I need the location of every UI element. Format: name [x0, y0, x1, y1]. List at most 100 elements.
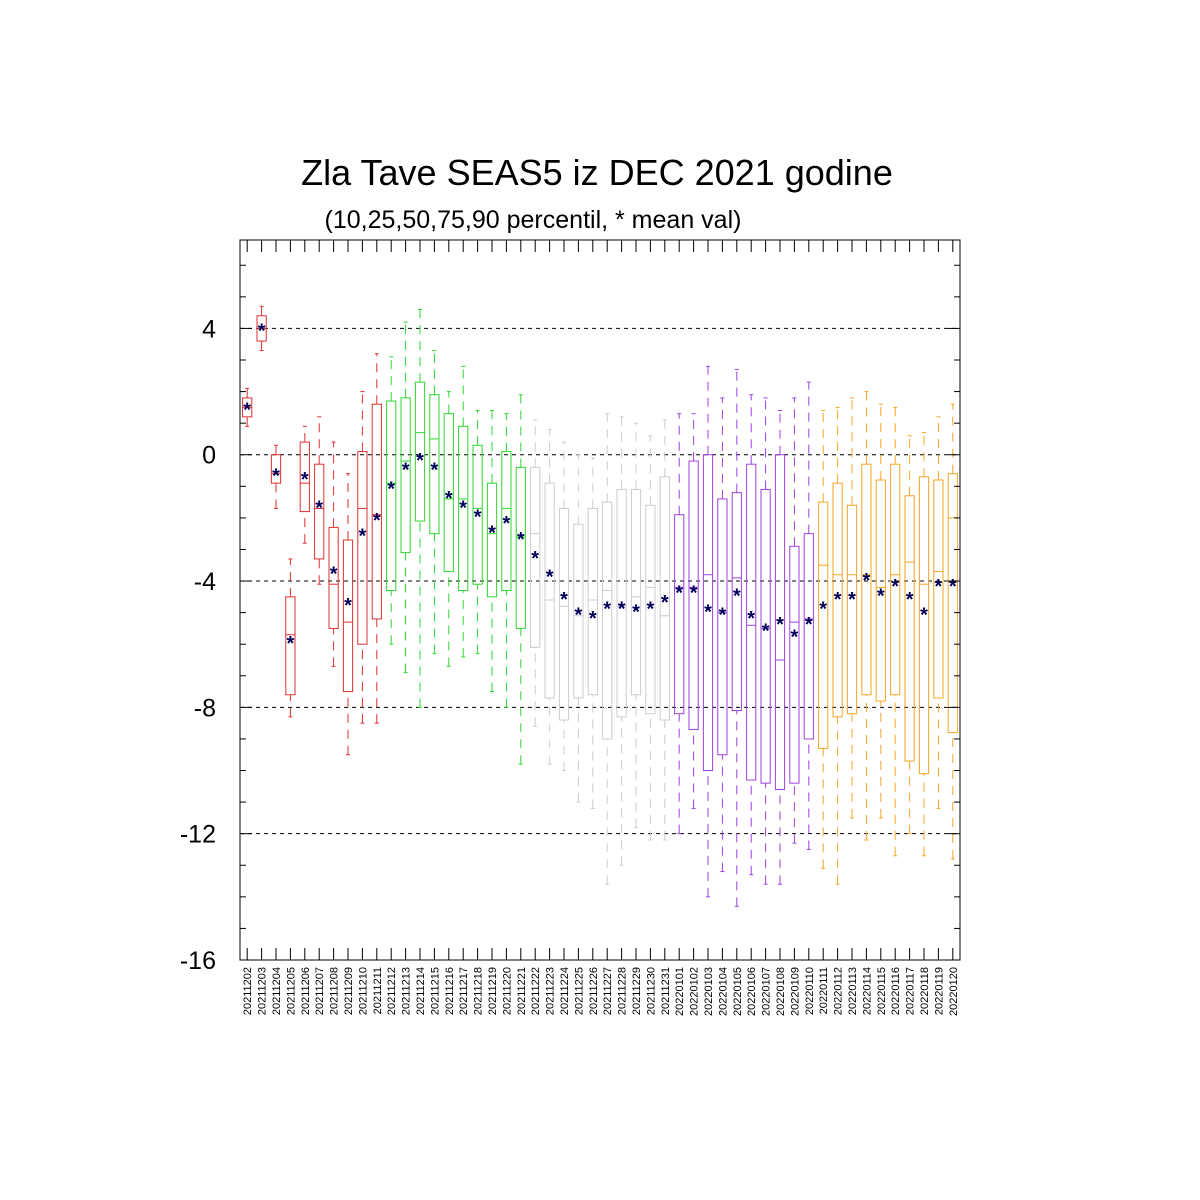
mean-marker: *: [733, 586, 741, 608]
iqr-box: [645, 504, 656, 715]
box-plot: *: [717, 397, 728, 873]
chart-title: Zla Tave SEAS5 iz DEC 2021 godine: [301, 152, 893, 193]
box-plot: *: [818, 410, 829, 869]
box-plot: *: [544, 428, 555, 765]
iqr-box: [803, 533, 814, 740]
y-tick-label: -4: [194, 568, 216, 596]
x-tick-label: 20211219: [487, 967, 499, 1015]
mean-marker: *: [618, 598, 626, 620]
box-plot: *: [386, 356, 397, 645]
mean-marker: *: [690, 583, 698, 605]
iqr-box: [472, 444, 483, 585]
iqr-box: [832, 482, 843, 718]
mean-marker: *: [531, 548, 539, 570]
mean-marker: *: [891, 576, 899, 598]
iqr-box: [774, 454, 786, 790]
x-tick-label: 20220103: [703, 967, 715, 1016]
x-tick-label: 20211211: [372, 967, 384, 1014]
box-plot: *: [357, 391, 368, 724]
x-tick-label: 20211202: [242, 967, 254, 1015]
x-tick-label: 20220102: [689, 967, 701, 1016]
x-tick-label: 20211227: [602, 967, 614, 1015]
iqr-box: [616, 488, 627, 718]
chart-subtitle: (10,25,50,75,90 percentil, * mean val): [325, 206, 742, 234]
iqr-box: [544, 482, 555, 699]
iqr-box: [587, 507, 598, 696]
iqr-box: [947, 473, 958, 734]
iqr-box: [443, 413, 454, 573]
box-plot: *: [861, 391, 872, 841]
box-plot: *: [702, 365, 714, 898]
box-plot: *: [674, 413, 685, 835]
mean-marker: *: [589, 608, 597, 630]
iqr-box: [515, 466, 526, 629]
x-tick-label: 20211223: [545, 967, 557, 1015]
x-tick-label: 20220113: [847, 967, 859, 1015]
box-plot: *: [400, 321, 411, 674]
mean-marker: *: [575, 605, 583, 627]
x-tick-label: 20220108: [775, 967, 787, 1016]
iqr-box: [731, 492, 742, 712]
x-tick-label: 20211206: [300, 967, 312, 1015]
box-plot: *: [731, 368, 742, 907]
y-tick-label: 0: [202, 442, 216, 470]
x-tick-label: 20220111: [818, 967, 830, 1014]
mean-marker: *: [776, 614, 784, 636]
box-plot: *: [486, 410, 498, 693]
mean-marker: *: [661, 592, 669, 614]
y-tick-label: -12: [180, 821, 216, 849]
box-plot: *: [933, 416, 944, 809]
x-tick-label: 20220105: [732, 967, 744, 1016]
iqr-box: [357, 451, 368, 645]
iqr-box: [890, 463, 901, 696]
x-tick-label: 20211221: [516, 967, 528, 1015]
box-plot: *: [515, 394, 526, 765]
axes: 4 0 -4 -8 -12 -16: [180, 239, 961, 975]
x-tick-label: 20220119: [933, 967, 945, 1015]
box-plot: *: [371, 353, 382, 724]
iqr-box: [400, 397, 411, 554]
x-tick-label: 20211230: [645, 967, 657, 1015]
mean-marker: *: [560, 589, 568, 611]
x-tick-label: 20211224: [559, 967, 571, 1015]
x-tick-label: 20211208: [329, 967, 341, 1015]
mean-marker: *: [488, 523, 496, 545]
y-tick-label: -16: [180, 947, 216, 975]
mean-marker: *: [373, 510, 381, 532]
box-plot: *: [299, 425, 310, 544]
box-plot: *: [429, 350, 440, 655]
x-tick-label: 20211209: [343, 967, 355, 1015]
iqr-box: [602, 501, 613, 740]
mean-marker: *: [805, 614, 813, 636]
box-plot: *: [256, 305, 267, 352]
iqr-box: [789, 545, 800, 784]
mean-marker: *: [330, 564, 338, 586]
iqr-box: [674, 514, 685, 715]
mean-marker: *: [704, 601, 712, 623]
iqr-box: [530, 466, 541, 648]
mean-marker: *: [719, 605, 727, 627]
x-tick-label: 20211216: [444, 967, 456, 1015]
mean-marker: *: [949, 576, 957, 598]
box-plot: *: [328, 441, 339, 667]
iqr-box: [270, 454, 282, 484]
mean-marker: *: [546, 567, 554, 589]
iqr-box: [688, 460, 699, 730]
box-plot: *: [645, 435, 656, 841]
iqr-box: [458, 425, 469, 592]
box-plot: *: [760, 397, 771, 885]
x-tick-label: 20211228: [617, 967, 629, 1015]
iqr-box: [414, 381, 426, 522]
x-tick-label: 20220116: [890, 967, 902, 1015]
iqr-box: [717, 498, 728, 756]
iqr-box: [314, 463, 325, 560]
mean-marker: *: [287, 633, 295, 655]
mean-marker: *: [474, 507, 482, 529]
box-plot: *: [947, 403, 958, 860]
mean-marker: *: [359, 526, 367, 548]
iqr-box: [702, 454, 714, 772]
iqr-box: [573, 523, 584, 699]
iqr-box: [933, 479, 944, 699]
mean-marker: *: [445, 488, 453, 510]
mean-marker: *: [243, 399, 251, 421]
